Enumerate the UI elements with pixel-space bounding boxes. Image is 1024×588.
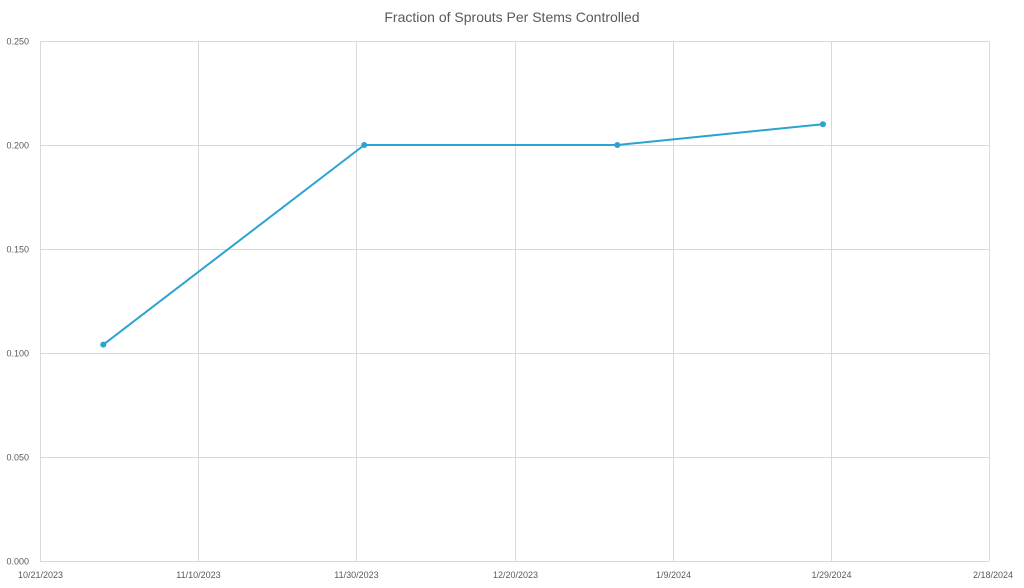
x-tick-label: 10/21/2023 — [18, 570, 63, 580]
series-layer — [100, 121, 826, 348]
x-tick-label: 12/20/2023 — [493, 570, 538, 580]
grid-layer — [40, 41, 990, 562]
y-tick-label: 0.150 — [6, 245, 29, 255]
data-point — [614, 142, 621, 148]
y-tick-label: 0.000 — [6, 557, 29, 567]
y-axis-ticks: 0.000 0.050 0.100 0.150 0.200 0.250 — [6, 37, 29, 567]
data-point — [100, 341, 107, 348]
chart-title: Fraction of Sprouts Per Stems Controlled — [384, 9, 640, 25]
y-tick-label: 0.050 — [6, 453, 29, 463]
x-tick-label: 11/30/2023 — [334, 570, 378, 580]
y-tick-label: 0.250 — [6, 37, 29, 47]
x-axis-ticks: 10/21/2023 11/10/2023 11/30/2023 12/20/2023… — [18, 570, 1013, 580]
x-tick-label: 11/10/2023 — [176, 570, 220, 580]
x-tick-label: 1/9/2024 — [656, 570, 691, 580]
series-line — [102, 123, 824, 346]
y-tick-label: 0.200 — [6, 141, 29, 151]
data-point — [819, 121, 826, 128]
y-tick-label: 0.100 — [6, 349, 29, 359]
data-point — [361, 142, 368, 148]
x-tick-label: 2/18/2024 — [973, 570, 1013, 580]
x-tick-label: 1/29/2024 — [811, 570, 851, 580]
